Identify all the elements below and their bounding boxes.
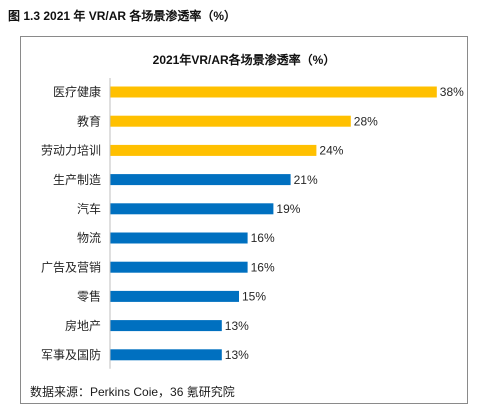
bar-row-8: 零售 15%: [77, 289, 266, 304]
bar-9: [110, 320, 222, 332]
chart-frame: 2021年VR/AR各场景渗透率（%） 数据来源：Perkins Coie，36…: [20, 36, 468, 404]
category-label-2: 教育: [77, 113, 101, 128]
bar-row-2: 教育 28%: [77, 113, 378, 128]
value-label-1: 38%: [440, 85, 464, 99]
bar-7: [110, 261, 248, 273]
bar-row-9: 房地产 13%: [65, 318, 249, 333]
value-label-3: 24%: [319, 144, 343, 158]
value-label-10: 13%: [225, 348, 249, 362]
value-label-5: 19%: [276, 202, 300, 216]
category-label-9: 房地产: [65, 318, 101, 333]
source-note: 数据来源：Perkins Coie，36 氪研究院: [30, 385, 235, 399]
category-label-5: 汽车: [77, 201, 101, 216]
figure-caption: 图 1.3 2021 年 VR/AR 各场景渗透率（%）: [8, 9, 237, 23]
bar-3: [110, 144, 317, 156]
bar-5: [110, 203, 274, 215]
category-label-3: 劳动力培训: [41, 143, 101, 158]
value-label-8: 15%: [242, 290, 266, 304]
value-label-7: 16%: [251, 260, 275, 274]
category-label-4: 生产制造: [53, 173, 101, 187]
value-label-4: 21%: [294, 173, 318, 187]
chart-title: 2021年VR/AR各场景渗透率（%）: [152, 53, 336, 67]
bar-row-1: 医疗健康 38%: [53, 84, 464, 99]
bar-2: [110, 115, 351, 127]
value-label-6: 16%: [251, 231, 275, 245]
category-label-10: 军事及国防: [41, 347, 101, 362]
value-label-9: 13%: [225, 319, 249, 333]
bar-6: [110, 232, 248, 244]
bar-4: [110, 174, 291, 186]
category-label-7: 广告及营销: [41, 260, 101, 274]
bar-8: [110, 290, 239, 302]
bar-row-4: 生产制造 21%: [53, 173, 318, 187]
category-label-8: 零售: [77, 289, 101, 304]
category-label-6: 物流: [77, 231, 101, 245]
bar-10: [110, 349, 222, 361]
value-label-2: 28%: [354, 114, 378, 128]
category-label-1: 医疗健康: [53, 84, 101, 99]
bar-row-7: 广告及营销 16%: [41, 260, 275, 274]
bar-row-6: 物流 16%: [77, 231, 275, 245]
bar-1: [110, 86, 437, 98]
bar-row-3: 劳动力培训 24%: [41, 143, 344, 158]
bar-row-5: 汽车 19%: [77, 201, 301, 216]
bar-row-10: 军事及国防 13%: [41, 347, 249, 362]
